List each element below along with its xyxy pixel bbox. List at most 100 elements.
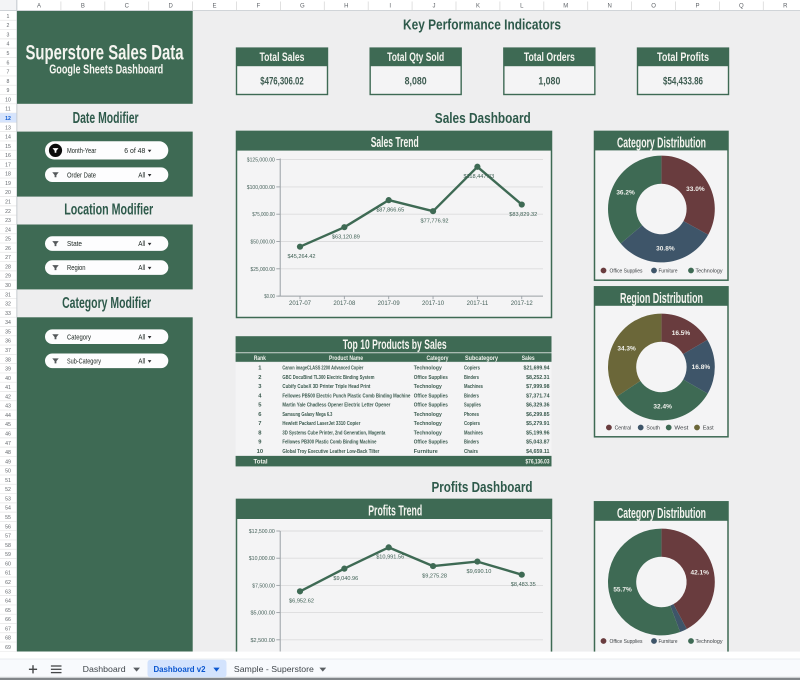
svg-text:Technology: Technology (414, 430, 443, 436)
svg-text:$0.00: $0.00 (264, 294, 275, 300)
svg-text:$9,275.28: $9,275.28 (422, 573, 447, 579)
svg-text:55.7%: 55.7% (613, 586, 632, 593)
svg-text:Region Distribution: Region Distribution (620, 291, 703, 307)
svg-text:39: 39 (5, 367, 11, 373)
svg-text:3D Systems Cube Printer, 2nd G: 3D Systems Cube Printer, 2nd Generation,… (282, 430, 386, 436)
svg-text:$10,991.56: $10,991.56 (376, 555, 404, 561)
svg-text:30.8%: 30.8% (656, 245, 675, 252)
svg-text:42: 42 (5, 394, 11, 400)
svg-text:Chairs: Chairs (464, 449, 478, 455)
svg-text:Technology: Technology (414, 384, 443, 390)
svg-text:R: R (783, 3, 788, 9)
svg-text:7: 7 (258, 421, 261, 427)
svg-text:M: M (563, 3, 568, 9)
svg-text:12: 12 (5, 116, 11, 122)
svg-text:$8,252.31: $8,252.31 (526, 375, 550, 381)
svg-text:8: 8 (7, 79, 10, 85)
svg-text:Binders: Binders (464, 393, 479, 399)
svg-text:Machines: Machines (464, 384, 483, 390)
svg-text:Dashboard v2: Dashboard v2 (154, 664, 206, 674)
svg-text:O: O (651, 3, 656, 9)
svg-text:Q: Q (739, 3, 744, 9)
svg-text:N: N (607, 3, 611, 9)
svg-text:$83,829.32: $83,829.32 (509, 212, 537, 218)
svg-text:$21,699.94: $21,699.94 (524, 366, 551, 372)
svg-text:60: 60 (5, 561, 11, 567)
svg-text:Office Supplies: Office Supplies (414, 375, 448, 381)
svg-text:27: 27 (5, 255, 11, 261)
svg-text:6 of 48: 6 of 48 (124, 146, 145, 155)
svg-text:15: 15 (5, 144, 11, 150)
svg-text:33: 33 (5, 311, 11, 317)
svg-text:$75,000.00: $75,000.00 (252, 212, 275, 218)
svg-text:55: 55 (5, 515, 11, 521)
svg-text:$12,500.00: $12,500.00 (249, 529, 275, 535)
svg-text:20: 20 (5, 190, 11, 196)
svg-text:Office Supplies: Office Supplies (610, 269, 643, 275)
svg-text:Phones: Phones (464, 412, 479, 418)
svg-text:49: 49 (5, 459, 11, 465)
svg-text:Cubify CubeX 3D Printer Triple: Cubify CubeX 3D Printer Triple Head Prin… (282, 384, 370, 390)
svg-text:65: 65 (5, 608, 11, 614)
svg-text:19: 19 (5, 181, 11, 187)
svg-text:Total Orders: Total Orders (524, 52, 575, 64)
svg-text:10: 10 (257, 449, 263, 455)
svg-text:68: 68 (5, 636, 11, 642)
svg-text:Category Distribution: Category Distribution (617, 135, 706, 151)
svg-text:Sub-Category: Sub-Category (67, 356, 101, 365)
svg-text:2017-12: 2017-12 (511, 301, 534, 307)
svg-text:$76,136.03: $76,136.03 (526, 458, 550, 465)
svg-text:Product Name: Product Name (329, 356, 364, 362)
svg-text:41: 41 (5, 385, 11, 391)
svg-text:$45,264.42: $45,264.42 (288, 254, 316, 260)
svg-text:West: West (674, 426, 688, 432)
svg-text:47: 47 (5, 441, 11, 447)
svg-text:1: 1 (7, 14, 10, 20)
svg-text:Category: Category (427, 356, 450, 362)
svg-text:Binders: Binders (464, 375, 479, 381)
svg-text:25: 25 (5, 237, 11, 243)
svg-text:3: 3 (258, 384, 262, 390)
svg-text:Top 10 Products by Sales: Top 10 Products by Sales (343, 336, 447, 352)
svg-text:Date Modifier: Date Modifier (73, 110, 139, 127)
svg-text:$2,500.00: $2,500.00 (251, 638, 275, 644)
svg-text:Machines: Machines (464, 430, 483, 436)
svg-text:P: P (695, 3, 699, 9)
svg-text:37: 37 (5, 348, 11, 354)
svg-text:J: J (433, 3, 436, 9)
svg-text:29: 29 (5, 274, 11, 280)
svg-text:G: G (300, 3, 305, 9)
svg-text:23: 23 (5, 218, 11, 224)
svg-text:$118,447.83: $118,447.83 (464, 174, 495, 180)
svg-text:8: 8 (258, 430, 262, 436)
svg-text:$9,040.96: $9,040.96 (333, 576, 358, 582)
svg-text:Office Supplies: Office Supplies (610, 639, 643, 645)
svg-text:Supplies: Supplies (464, 403, 481, 409)
svg-text:Order Date: Order Date (67, 170, 96, 179)
svg-text:24: 24 (5, 227, 11, 233)
svg-text:Fellowes PB500 Electric Punch: Fellowes PB500 Electric Punch Plastic Co… (282, 393, 411, 399)
svg-text:31: 31 (5, 292, 11, 298)
svg-text:Fellowes PB300 Plastic Comb Bi: Fellowes PB300 Plastic Comb Binding Mach… (282, 440, 377, 446)
svg-text:Samsung Galaxy Mega 6.3: Samsung Galaxy Mega 6.3 (282, 412, 333, 418)
svg-text:44: 44 (5, 413, 11, 419)
svg-text:22: 22 (5, 209, 11, 215)
svg-text:Month-Year: Month-Year (67, 146, 97, 155)
svg-text:69: 69 (5, 645, 11, 651)
svg-text:36: 36 (5, 339, 11, 345)
svg-text:East: East (703, 426, 714, 432)
svg-text:$100,000.00: $100,000.00 (247, 185, 275, 191)
svg-text:Category: Category (67, 332, 91, 341)
svg-text:$77,776.92: $77,776.92 (421, 218, 449, 224)
svg-text:Office Supplies: Office Supplies (414, 393, 448, 399)
svg-text:2017-11: 2017-11 (467, 301, 489, 307)
svg-text:40: 40 (5, 376, 11, 382)
svg-text:Binders: Binders (464, 440, 479, 446)
svg-text:66: 66 (5, 617, 11, 623)
svg-text:All: All (138, 332, 145, 341)
svg-text:53: 53 (5, 496, 11, 502)
svg-text:Technology: Technology (414, 412, 443, 418)
svg-text:$125,000.00: $125,000.00 (247, 158, 275, 164)
svg-text:B: B (81, 3, 85, 9)
svg-text:$6,952.62: $6,952.62 (289, 599, 314, 605)
